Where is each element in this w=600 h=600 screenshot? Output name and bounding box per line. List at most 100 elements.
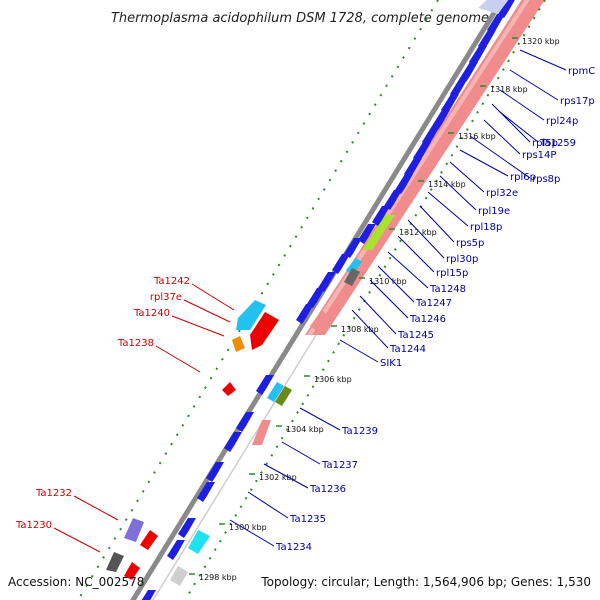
tick-label: 1320 kbp — [522, 37, 560, 46]
gene-label: Ta1246 — [409, 314, 446, 325]
pink-segment — [252, 420, 271, 445]
gene-label: Ta1232 — [35, 488, 72, 499]
tick-label: 1316 kbp — [458, 132, 496, 141]
label-leader-line — [155, 345, 201, 373]
gene-block — [250, 312, 279, 350]
gene-block — [498, 0, 515, 18]
gene-label: rpl18p — [470, 222, 502, 233]
tick-label: 1310 kbp — [369, 277, 407, 286]
label-leader-line — [439, 175, 477, 211]
label-leader-line — [427, 191, 469, 227]
label-leader-line — [509, 69, 559, 101]
label-leader-line — [229, 519, 275, 547]
gene-block — [141, 590, 156, 600]
gene-label: Ta1238 — [117, 338, 154, 349]
gene-label: rpl6p — [510, 172, 536, 183]
gene-features — [106, 0, 515, 600]
topology-text: Topology: circular; Length: 1,564,906 bp… — [260, 575, 591, 589]
gene-label: Ta1236 — [309, 484, 346, 495]
label-leader-line — [281, 441, 321, 465]
label-leader-line — [387, 251, 429, 289]
gene-block — [478, 30, 496, 50]
gene-block — [310, 310, 328, 332]
gene-block — [178, 518, 196, 538]
label-leader-line — [419, 205, 455, 243]
gene-block — [296, 304, 314, 324]
gene-block — [358, 224, 376, 244]
label-leader-line — [299, 407, 341, 431]
label-leader-line — [449, 161, 485, 193]
tick-label: 1318 kbp — [490, 85, 528, 94]
gene-block — [124, 518, 144, 542]
gene-block — [140, 530, 158, 550]
gene-block — [344, 238, 362, 258]
gene-label: Ta1242 — [153, 276, 190, 287]
gene-block — [404, 158, 422, 178]
gene-label: Ta1237 — [321, 460, 358, 471]
label-leader-line — [483, 119, 521, 155]
label-leader-line — [359, 295, 397, 335]
gene-block — [432, 110, 450, 130]
gene-block — [372, 206, 390, 226]
tick-label: 1302 kbp — [259, 473, 297, 482]
label-leader-line — [73, 495, 119, 521]
gene-label: rps17p — [560, 96, 595, 107]
tick-label: 1298 kbp — [199, 573, 237, 582]
gene-block — [256, 375, 274, 395]
gene-label: rpl30p — [446, 254, 478, 265]
map-title: Thermoplasma acidophilum DSM 1728, compl… — [111, 11, 489, 26]
gene-block — [395, 174, 413, 194]
gene-label: Ta1234 — [275, 542, 312, 553]
gene-block — [236, 300, 266, 330]
label-leader-line — [499, 111, 539, 143]
tick-marks: 1298 kbp 1300 kbp 1302 kbp 1304 kbp 1306 kbp… — [189, 37, 560, 582]
gene-block — [224, 432, 242, 452]
gene-label: rpl37e — [150, 292, 182, 303]
green-segment — [362, 215, 395, 250]
gene-label: Ta1245 — [397, 330, 434, 341]
gene-block — [332, 254, 350, 274]
gene-block — [413, 142, 431, 162]
gene-label: rpl24p — [546, 116, 578, 127]
gene-label: rps8p — [532, 174, 560, 185]
tick-label: 1306 kbp — [314, 375, 352, 384]
gene-block — [450, 78, 468, 98]
gene-label: Ta1235 — [289, 514, 326, 525]
gene-block — [460, 62, 478, 82]
gene-label: rps14P — [522, 150, 556, 161]
gene-block — [422, 126, 440, 146]
label-leader-line — [469, 135, 531, 179]
label-leader-line — [183, 299, 231, 323]
label-leader-line — [351, 309, 389, 349]
gene-block — [384, 190, 402, 210]
gene-block — [318, 272, 336, 292]
gene-block — [167, 540, 185, 560]
gene-label: Ta1244 — [389, 344, 426, 355]
gene-label: Ta1259 — [539, 138, 576, 149]
label-leader-line — [397, 235, 435, 273]
right-gene-labels: rpmCrps17prpl24prpl5pTa1259rps14Prps8prp… — [229, 49, 595, 553]
gene-block — [487, 14, 505, 34]
gene-label: rps5p — [456, 238, 484, 249]
label-leader-line — [459, 149, 509, 177]
tick-label: 1300 kbp — [229, 523, 267, 532]
gc-content-track — [77, 0, 546, 600]
gene-label: rpl19e — [478, 206, 510, 217]
accession-text: Accession: NC_002578 — [8, 575, 144, 589]
gene-block — [222, 382, 236, 396]
gene-label: rpl15p — [436, 268, 468, 279]
label-leader-line — [191, 283, 235, 311]
gene-label: Ta1230 — [15, 520, 52, 531]
tick-label: 1312 kbp — [399, 228, 437, 237]
label-leader-line — [171, 315, 225, 337]
gene-label: Ta1247 — [415, 298, 452, 309]
label-leader-line — [53, 527, 101, 553]
label-leader-line — [339, 339, 379, 363]
label-leader-line — [263, 463, 309, 489]
gene-block — [170, 566, 188, 586]
tick-label: 1304 kbp — [286, 425, 324, 434]
gene-block — [236, 412, 254, 432]
label-leader-line — [499, 89, 545, 121]
